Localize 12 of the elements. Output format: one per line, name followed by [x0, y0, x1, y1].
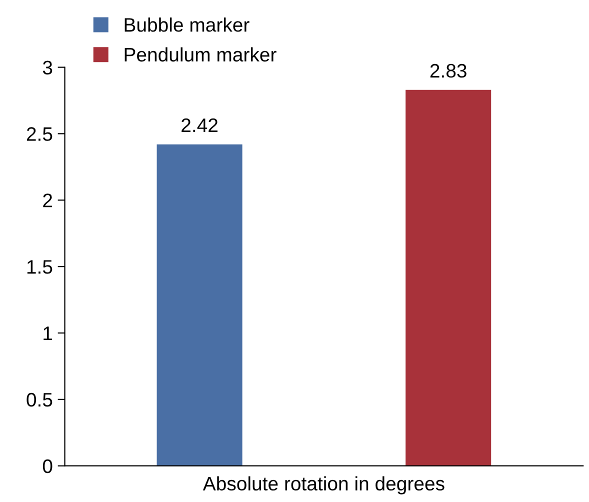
data-label: 2.83: [430, 64, 466, 78]
legend-label: Bubble marker: [124, 18, 250, 32]
data-label: 2.42: [182, 118, 218, 132]
y-tick-label: 0: [42, 459, 52, 474]
y-tick-label: 2.5: [26, 127, 52, 141]
y-tick-label: 1.5: [27, 260, 52, 274]
x-axis-title: Absolute rotation in degrees: [202, 476, 444, 494]
y-tick-label: 0.5: [26, 392, 52, 407]
y-tick-label: 3: [42, 60, 52, 75]
y-tick-label: 2: [43, 194, 52, 208]
y-tick-label: 1: [44, 326, 52, 340]
legend-label: Pendulum marker: [124, 47, 276, 62]
